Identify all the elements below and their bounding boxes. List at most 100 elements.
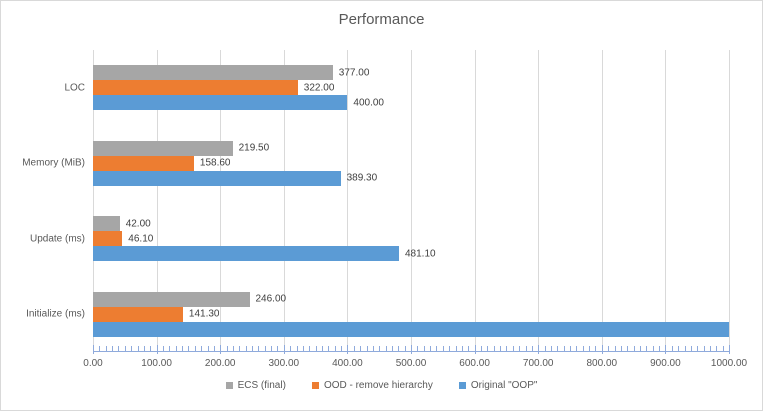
major-gridline [93,50,94,352]
major-gridline [156,50,158,352]
bar-value-label: 46.10 [128,233,154,245]
minor-tick [112,346,114,351]
bar-value-label: 377.00 [338,67,370,79]
minor-tick [341,346,342,351]
minor-tick [595,346,597,351]
bar-original-oop- [93,170,341,186]
bar-value-label: 42.00 [125,218,151,230]
minor-tick [703,346,705,351]
bar-ood-remove-hierarchy [93,155,194,171]
minor-tick [570,346,571,351]
value-axis-tick-label: 700.00 [522,358,554,369]
major-gridline [411,50,412,352]
minor-tick [379,346,381,351]
minor-tick [455,346,457,351]
major-gridline [538,50,540,352]
minor-tick [684,346,686,351]
legend-label: ECS (final) [237,380,286,391]
minor-tick [334,346,336,351]
minor-tick [709,346,711,351]
major-tick [474,345,476,354]
minor-tick [143,346,145,351]
minor-tick [391,346,393,351]
minor-tick [589,346,591,351]
major-tick [538,345,540,354]
minor-tick [519,346,521,351]
bar-value-label: 219.50 [238,142,270,154]
value-axis-tick-label: 100.00 [141,358,172,369]
minor-tick [461,346,463,351]
bar-value-label: 246.00 [255,293,287,305]
minor-tick [124,346,126,351]
minor-tick [652,346,654,351]
minor-tick [398,346,400,351]
minor-tick [627,346,629,351]
minor-tick [620,346,622,351]
minor-tick [690,346,692,351]
value-axis-tick-label: 300.00 [268,358,300,369]
minor-tick [576,346,578,351]
major-tick [283,345,285,354]
bar-ecs-final- [93,216,120,232]
minor-tick [697,346,699,351]
category-label: Update (ms) [29,233,85,245]
legend-label: OOD - remove hierarchy [323,380,433,391]
minor-tick [252,346,253,351]
bar-original-oop- [93,321,729,337]
legend-label: Original "OOP" [470,380,538,391]
minor-tick [290,346,292,351]
minor-tick [716,346,718,351]
minor-tick [557,346,559,351]
minor-tick [207,346,209,351]
minor-tick [481,346,482,351]
minor-tick [245,346,247,351]
minor-tick [563,346,565,351]
minor-tick [302,346,304,351]
major-tick [601,345,603,354]
minor-tick [678,346,680,351]
bar-value-label: 322.00 [303,82,335,94]
major-gridline [283,50,285,352]
minor-tick [99,346,101,351]
minor-tick [722,346,724,351]
bar-value-label: 141.30 [188,308,220,320]
category-label: Initialize (ms) [26,308,85,320]
minor-tick [258,346,260,351]
major-gridline [601,50,603,352]
major-gridline [220,50,222,352]
major-tick [729,345,730,354]
minor-tick [360,346,362,351]
bar-ood-remove-hierarchy [93,80,298,96]
minor-tick [423,346,425,351]
legend-swatch-icon [311,382,319,389]
legend-swatch-icon [225,382,233,389]
minor-tick [118,346,120,351]
minor-tick [188,346,190,351]
minor-tick [512,346,514,351]
major-gridline [474,50,476,352]
minor-tick [550,346,552,351]
bar-ecs-final- [93,140,233,156]
category-label: LOC [64,82,85,94]
value-axis-tick-label: 0.00 [83,358,103,369]
bar-ood-remove-hierarchy [93,306,183,322]
minor-tick [449,346,451,351]
minor-tick [150,346,152,351]
minor-tick [322,346,323,351]
minor-tick [296,346,298,351]
minor-tick [182,346,183,351]
minor-tick [175,346,177,351]
value-axis-tick-label: 800.00 [586,358,618,369]
major-tick [347,345,349,354]
major-tick [156,345,158,354]
major-tick [220,345,222,354]
legend-item: OOD - remove hierarchy [311,380,433,391]
value-axis-tick-label: 600.00 [459,358,490,369]
minor-tick [232,346,234,351]
legend-item: Original "OOP" [458,380,538,391]
bar-value-label: 481.10 [405,248,436,260]
bar-value-label: 389.30 [346,172,378,184]
minor-tick [614,346,616,351]
plot-area: 377.00 322.00 400.00 219.50 158.60 389.30 42.0… [93,50,730,354]
minor-tick [309,346,311,351]
